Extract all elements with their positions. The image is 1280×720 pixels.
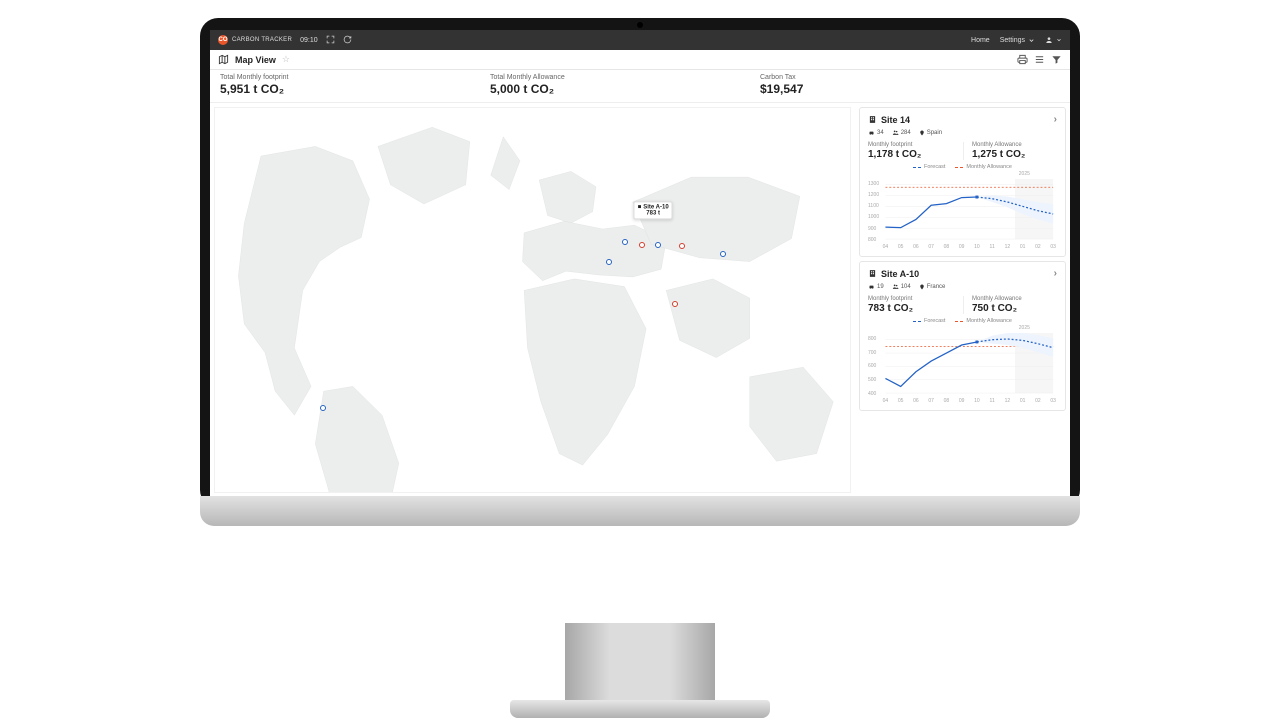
monitor-stand-neck (565, 623, 715, 703)
site-meta: 34 284 Spain (868, 129, 1057, 136)
nav-home[interactable]: Home (971, 37, 990, 44)
topbar-nav: Home Settings (971, 36, 1062, 44)
tooltip-value: 783 t (638, 211, 669, 217)
chart-legend: Forecast Monthly Allowance (868, 164, 1057, 170)
chevron-down-icon (1056, 37, 1062, 43)
meta-country: France (919, 284, 946, 290)
filter-icon[interactable] (1051, 54, 1062, 65)
favorite-star-icon[interactable]: ☆ (282, 54, 290, 65)
map-container: ■ Site A-10 783 t (210, 103, 855, 497)
building-icon (868, 269, 877, 278)
map-site-point[interactable] (320, 405, 326, 411)
clock: 09:10 (300, 37, 318, 44)
monitor-stand-base (510, 700, 770, 718)
site-footprint: Monthly footprint1,178 t CO₂ (868, 142, 953, 160)
app-screen: CO CARBON TRACKER 09:10 Home Settings (210, 30, 1070, 498)
brand-logo-icon: CO (218, 35, 228, 45)
meta-cars: 34 (868, 129, 884, 136)
main-content: ■ Site A-10 783 t Site 14 › 34 284 Spain… (210, 103, 1070, 497)
monitor-frame: CO CARBON TRACKER 09:10 Home Settings (200, 18, 1080, 608)
stat-label: Carbon Tax (760, 74, 1030, 81)
nav-settings[interactable]: Settings (1000, 37, 1035, 44)
stat-value: 5,951 t CO₂ (220, 82, 490, 96)
building-icon (868, 115, 877, 124)
fullscreen-icon[interactable] (326, 35, 335, 46)
site-card: Site A-10 › 19 104 France Monthly footpr… (859, 261, 1066, 411)
site-meta: 19 104 France (868, 283, 1057, 290)
brand-name: CARBON TRACKER (232, 37, 292, 43)
site-allowance: Monthly Allowance750 t CO₂ (963, 296, 1057, 314)
monitor-chin (200, 496, 1080, 526)
chevron-down-icon (1028, 37, 1035, 44)
site-title: Site A-10 (881, 269, 919, 279)
refresh-icon[interactable] (343, 35, 352, 46)
stat-value: 5,000 t CO₂ (490, 82, 760, 96)
chart-legend: Forecast Monthly Allowance (868, 318, 1057, 324)
user-icon (1045, 36, 1053, 44)
monitor-bezel: CO CARBON TRACKER 09:10 Home Settings (200, 18, 1080, 508)
site-chart: 8009001000110012001300040506070809101112… (868, 172, 1057, 250)
map-tooltip: ■ Site A-10 783 t (634, 202, 673, 220)
map-icon (218, 54, 229, 65)
page-title: Map View (235, 55, 276, 65)
site-chart: 4005006007008000405060708091011120102032… (868, 326, 1057, 404)
meta-country: Spain (919, 130, 942, 136)
user-menu[interactable] (1045, 36, 1062, 44)
list-icon[interactable] (1034, 54, 1045, 65)
map-site-point[interactable] (679, 243, 685, 249)
map-site-point[interactable] (606, 259, 612, 265)
site-title: Site 14 (881, 115, 910, 125)
nav-settings-label: Settings (1000, 37, 1025, 44)
site-allowance: Monthly Allowance1,275 t CO₂ (963, 142, 1057, 160)
camera-dot (637, 22, 643, 28)
map-site-point[interactable] (622, 239, 628, 245)
stat-value: $19,547 (760, 82, 1030, 96)
expand-site-icon[interactable]: › (1054, 114, 1057, 125)
map-svg (215, 108, 850, 492)
site-card: Site 14 › 34 284 Spain Monthly footprint… (859, 107, 1066, 257)
map-site-point[interactable] (672, 301, 678, 307)
stat-label: Total Monthly footprint (220, 74, 490, 81)
site-footprint: Monthly footprint783 t CO₂ (868, 296, 953, 314)
meta-people: 284 (892, 129, 911, 136)
brand[interactable]: CO CARBON TRACKER (218, 35, 292, 45)
summary-stats: Total Monthly footprint 5,951 t CO₂ Tota… (210, 70, 1070, 103)
topbar: CO CARBON TRACKER 09:10 Home Settings (210, 30, 1070, 50)
site-sidepanel: Site 14 › 34 284 Spain Monthly footprint… (855, 103, 1070, 497)
map-site-point[interactable] (720, 251, 726, 257)
meta-people: 104 (892, 283, 911, 290)
map-site-point[interactable] (639, 242, 645, 248)
print-icon[interactable] (1017, 54, 1028, 65)
stat-carbon-tax: Carbon Tax $19,547 (760, 74, 1030, 96)
map-site-point[interactable] (655, 242, 661, 248)
world-map[interactable]: ■ Site A-10 783 t (214, 107, 851, 493)
stat-total-allowance: Total Monthly Allowance 5,000 t CO₂ (490, 74, 760, 96)
expand-site-icon[interactable]: › (1054, 268, 1057, 279)
stat-label: Total Monthly Allowance (490, 74, 760, 81)
stat-total-footprint: Total Monthly footprint 5,951 t CO₂ (220, 74, 490, 96)
page-subheader: Map View ☆ (210, 50, 1070, 70)
meta-cars: 19 (868, 283, 884, 290)
